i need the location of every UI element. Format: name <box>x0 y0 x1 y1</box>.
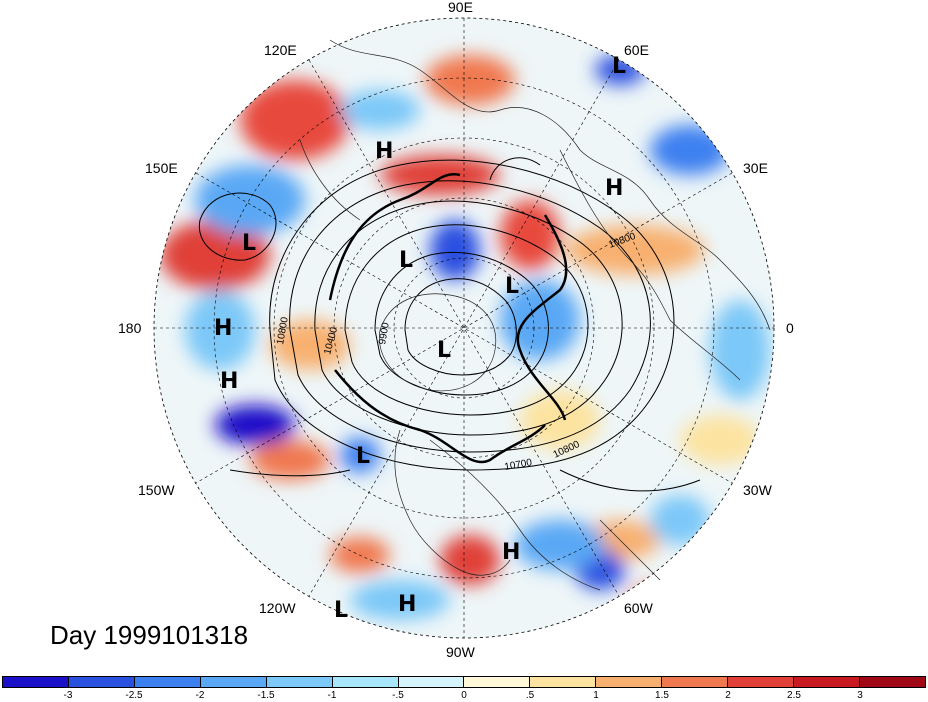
high-marker: H <box>220 369 239 394</box>
colorbar-segment <box>794 677 860 687</box>
colorbar-tick-label: -1.5 <box>257 690 275 701</box>
low-marker: L <box>505 274 520 299</box>
colorbar-segment <box>530 677 597 687</box>
low-marker: L <box>437 338 452 363</box>
high-marker: H <box>214 316 233 341</box>
coastlines <box>299 39 771 591</box>
colorbar-tick-label: 1.5 <box>655 690 669 701</box>
colorbar-tick-label: 2 <box>725 690 731 701</box>
colorbar-tick-label: -2 <box>195 690 205 701</box>
high-marker: H <box>375 139 394 164</box>
colorbar-segment <box>662 677 729 687</box>
colorbar-segment <box>859 677 925 687</box>
high-marker: H <box>398 592 417 617</box>
low-marker: L <box>399 248 414 273</box>
colorbar-segment <box>728 677 795 687</box>
day-label: Day 1999101318 <box>50 620 249 650</box>
colorbar-tick-label: 0 <box>461 690 467 701</box>
height-contours <box>198 157 701 492</box>
colorbar-segment <box>3 677 69 687</box>
colorbar-segment <box>134 677 201 687</box>
colorbar-segment <box>266 677 333 687</box>
lon-label-30e: 30E <box>743 160 768 176</box>
colorbar-segment <box>464 677 531 687</box>
lon-label-90e: 90E <box>448 0 473 15</box>
lon-label-120w: 120W <box>259 600 296 616</box>
colorbar-tick-label: 1 <box>593 690 599 701</box>
colorbar-tick-label: -.5 <box>392 690 404 701</box>
low-marker: L <box>612 54 627 79</box>
lon-label-150e: 150E <box>145 160 178 176</box>
colorbar-tick-label: 2.5 <box>787 690 801 701</box>
contour-label-10800-pacific: 10800 <box>275 316 291 346</box>
colorbar-segment <box>68 677 135 687</box>
lon-label-60e: 60E <box>624 42 649 58</box>
colorbar-tick-label: .5 <box>525 690 535 701</box>
high-marker: H <box>502 540 521 565</box>
lon-label-120e: 120E <box>264 42 297 58</box>
map-boundary <box>153 17 775 639</box>
low-marker: L <box>334 598 349 623</box>
lon-label-30w: 30W <box>743 482 772 498</box>
colorbar-tick-label: -2.5 <box>125 690 143 701</box>
colorbar-tick-label: -3 <box>63 690 73 701</box>
lon-label-150w: 150W <box>138 482 175 498</box>
colorbar-segment <box>596 677 663 687</box>
colorbar-segment <box>200 677 267 687</box>
low-marker: L <box>356 444 371 469</box>
graticule <box>154 18 774 638</box>
lon-label-90w: 90W <box>446 644 475 660</box>
high-marker: H <box>605 176 624 201</box>
lon-label-0: 0 <box>786 320 794 336</box>
low-marker: L <box>242 231 257 256</box>
colorbar-segment <box>332 677 399 687</box>
colorbar <box>2 676 926 688</box>
colorbar-tick-label: 3 <box>857 690 863 701</box>
contour-label-10700: 10700 <box>504 457 534 473</box>
anomaly-field <box>154 18 774 638</box>
contour-label-9900: 9900 <box>377 321 392 345</box>
lon-label-180: 180 <box>118 320 142 336</box>
colorbar-tick-label: -1 <box>327 690 337 701</box>
lon-label-60w: 60W <box>624 600 653 616</box>
colorbar-segment <box>398 677 465 687</box>
